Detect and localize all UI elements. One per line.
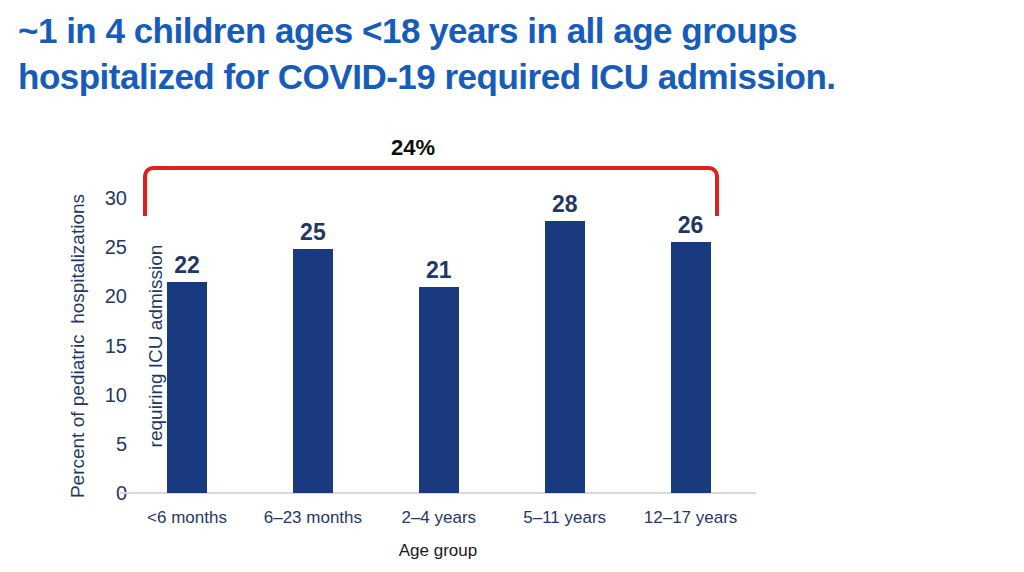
- y-tick-label: 25: [85, 235, 127, 259]
- y-axis-title: Percent of pediatric hospitalizations re…: [13, 156, 67, 536]
- x-axis-title: Age group: [338, 541, 538, 561]
- x-tick-label: 5–11 years: [503, 508, 627, 528]
- x-tick-label: 12–17 years: [629, 508, 753, 528]
- bar-6-months: [167, 282, 207, 493]
- bar-value-label: 25: [283, 219, 343, 245]
- y-tick-label: 5: [85, 432, 127, 456]
- bar-5-11-years: [545, 221, 585, 493]
- y-tick-label: 20: [85, 284, 127, 308]
- bar-value-label: 22: [157, 252, 217, 278]
- bar-value-label: 26: [661, 212, 721, 238]
- bar-2-4-years: [419, 287, 459, 493]
- chart-headline: ~1 in 4 children ages <18 years in all a…: [18, 8, 1016, 100]
- x-tick-label: <6 months: [125, 508, 249, 528]
- y-axis-title-line-2: requiring ICU admission: [143, 156, 169, 536]
- bar-value-label: 28: [535, 191, 595, 217]
- y-tick-label: 30: [85, 186, 127, 210]
- bar-value-label: 21: [409, 257, 469, 283]
- bracket-value-label: 24%: [363, 135, 463, 161]
- x-tick-label: 2–4 years: [377, 508, 501, 528]
- bar-6-23-months: [293, 249, 333, 493]
- bar-12-17-years: [671, 242, 711, 493]
- slide-canvas: ~1 in 4 children ages <18 years in all a…: [0, 0, 1024, 572]
- headline-line-1: ~1 in 4 children ages <18 years in all a…: [18, 8, 1016, 54]
- y-tick-label: 15: [85, 334, 127, 358]
- x-tick-label: 6–23 months: [251, 508, 375, 528]
- headline-line-2: hospitalized for COVID-19 required ICU a…: [18, 54, 1016, 100]
- y-tick-label: 10: [85, 383, 127, 407]
- range-bracket: [143, 166, 719, 216]
